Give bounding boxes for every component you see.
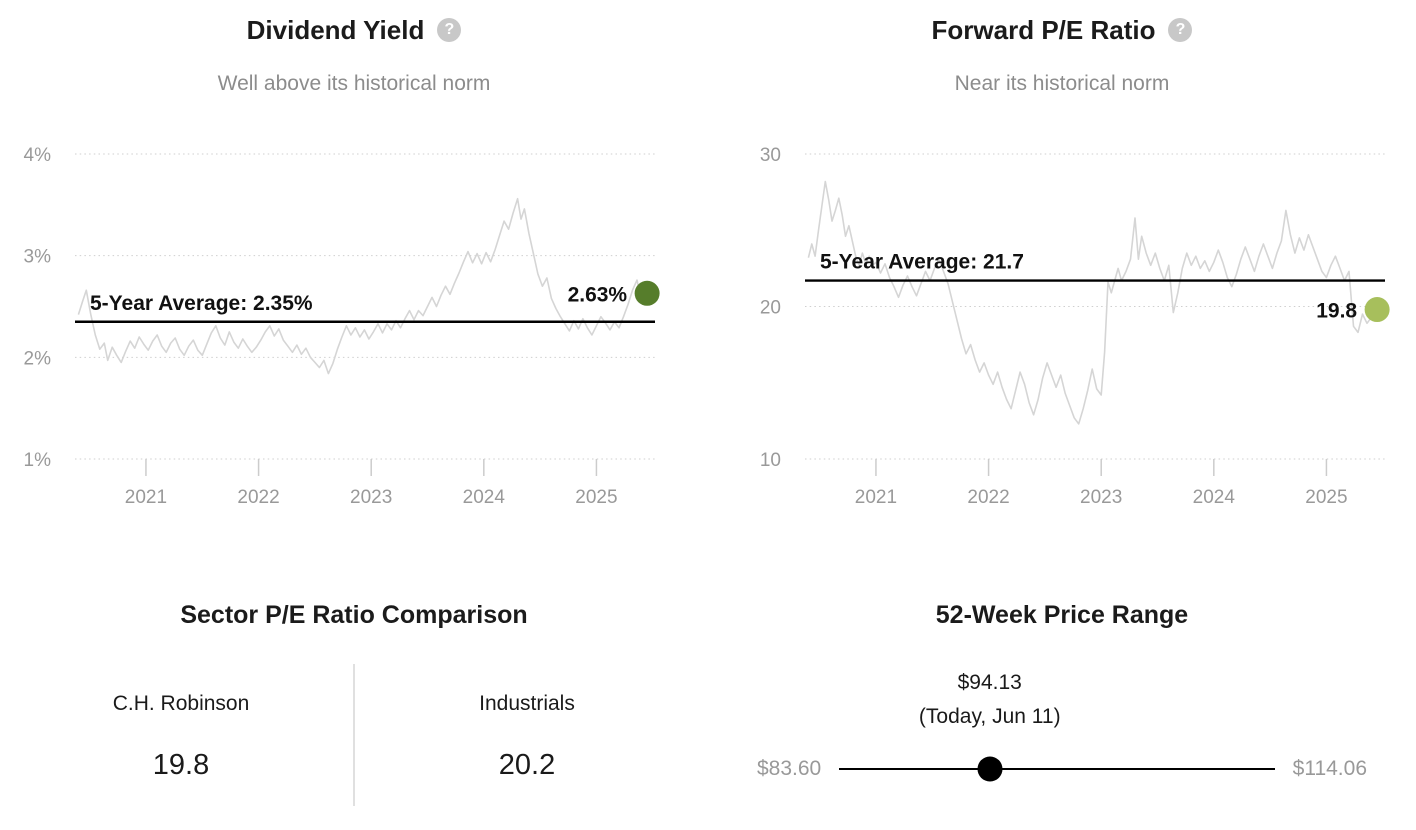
current-value-dot (634, 280, 660, 306)
range-high-label: $114.06 (1292, 757, 1367, 780)
price-range-widget: $94.13 (Today, Jun 11) $83.60 $114.06 (732, 660, 1392, 782)
current-value-dot (1364, 297, 1390, 323)
comparison-cell-sector: Industrials 20.2 (355, 664, 699, 806)
current-price-date: (Today, Jun 11) (918, 705, 1061, 728)
y-tick-label: 30 (760, 145, 781, 166)
x-tick-label: 2022 (967, 487, 1009, 508)
help-icon[interactable]: ? (1168, 18, 1193, 42)
forward-pe-title-row: Forward P/E Ratio ? (708, 14, 1416, 46)
y-tick-label: 1% (24, 450, 52, 471)
x-tick-label: 2024 (1193, 487, 1236, 508)
x-tick-label: 2025 (575, 487, 617, 508)
dividend-yield-subtitle: Well above its historical norm (217, 72, 491, 95)
dividend-yield-chart: 4% 3% 2% 1% 2021 2022 2023 2024 2025 5-Year Avera… (24, 145, 660, 508)
company-name: C.H. Robinson (112, 692, 250, 715)
current-value-label: 19.8 (1316, 300, 1357, 323)
x-tick-label: 2023 (350, 487, 392, 508)
price-range-dot (977, 756, 1003, 782)
price-range-panel: 52-Week Price Range $94.13 (Today, Jun 1… (708, 560, 1416, 830)
forward-pe-title: Forward P/E Ratio (931, 15, 1156, 45)
y-tick-label: 10 (760, 450, 781, 471)
x-tick-label: 2023 (1080, 487, 1122, 508)
sector-name: Industrials (479, 692, 575, 715)
y-tick-label: 2% (24, 348, 52, 369)
series-line (77, 197, 648, 375)
sector-comparison-row: C.H. Robinson 19.8 Industrials 20.2 (9, 664, 699, 806)
comparison-cell-company: C.H. Robinson 19.8 (9, 664, 355, 806)
y-tick-label: 4% (24, 145, 52, 166)
forward-pe-panel: Forward P/E Ratio ? Near its historical … (708, 0, 1416, 560)
current-price: $94.13 (957, 671, 1022, 694)
current-price-label: $94.13 (Today, Jun 11) (919, 666, 1061, 734)
dividend-yield-title: Dividend Yield (246, 15, 425, 45)
x-tick-label: 2021 (855, 487, 897, 508)
sector-comparison-title: Sector P/E Ratio Comparison (180, 601, 528, 629)
x-tick-label: 2021 (125, 487, 167, 508)
sector-pe-value: 20.2 (498, 749, 556, 781)
range-low-label: $83.60 (757, 757, 822, 780)
price-range-track (839, 756, 1275, 782)
price-range-line (839, 767, 1275, 770)
sector-comparison-panel: Sector P/E Ratio Comparison C.H. Robinso… (0, 560, 708, 830)
average-label: 5-Year Average: 2.35% (90, 292, 313, 315)
x-tick-label: 2025 (1305, 487, 1347, 508)
company-pe-value: 19.8 (152, 749, 210, 781)
y-tick-label: 20 (760, 298, 781, 319)
series-line (807, 180, 1378, 425)
price-range-title: 52-Week Price Range (935, 601, 1189, 629)
dividend-yield-panel: Dividend Yield ? Well above its historic… (0, 0, 708, 560)
price-range-current-area: $94.13 (Today, Jun 11) (839, 660, 1274, 756)
y-tick-label: 3% (24, 247, 52, 268)
average-label: 5-Year Average: 21.7 (820, 251, 1024, 274)
dividend-yield-title-row: Dividend Yield ? (0, 14, 708, 46)
x-tick-label: 2024 (463, 487, 506, 508)
forward-pe-subtitle: Near its historical norm (954, 72, 1170, 95)
current-value-label: 2.63% (568, 283, 628, 306)
help-icon[interactable]: ? (437, 18, 462, 42)
forward-pe-chart: 30 20 10 2021 2022 2023 2024 2025 5-Year Average… (760, 145, 1390, 508)
x-tick-label: 2022 (237, 487, 279, 508)
